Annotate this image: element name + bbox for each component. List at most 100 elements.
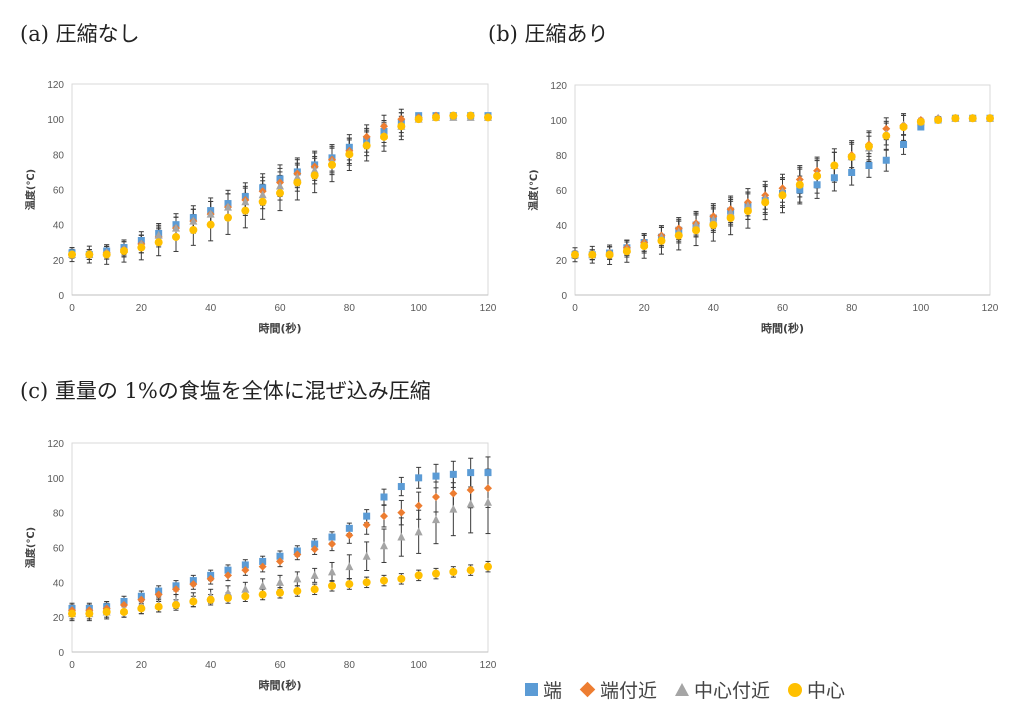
x-tick-label: 20 [639, 303, 651, 314]
point-center [206, 595, 215, 604]
point-near-center [224, 202, 232, 211]
point-center [414, 571, 423, 580]
point-center [102, 607, 111, 616]
point-near-edge [189, 580, 198, 589]
point-center [934, 116, 943, 124]
point-near-center [362, 551, 371, 560]
point-center [622, 247, 631, 256]
point-edge [830, 174, 838, 182]
point-center [137, 604, 146, 613]
point-center [380, 576, 388, 585]
point-center [276, 189, 284, 198]
legend-item-near-center: 中心付近 [675, 676, 770, 703]
point-edge [882, 156, 890, 164]
point-center [830, 161, 839, 170]
point-center [189, 225, 198, 234]
point-edge [397, 483, 405, 491]
point-center [864, 142, 873, 151]
y-tick-label: 0 [58, 648, 64, 659]
point-center [657, 236, 666, 245]
point-center [968, 114, 977, 123]
y-tick-label: 120 [47, 439, 64, 450]
point-near-edge [172, 585, 180, 594]
x-tick-label: 80 [846, 303, 858, 314]
y-tick-label: 20 [53, 256, 65, 267]
legend-item-edge: 端 [525, 676, 562, 703]
point-center [449, 567, 458, 576]
x-tick-label: 80 [344, 303, 356, 314]
point-near-center [293, 574, 302, 583]
point-near-edge [380, 512, 388, 521]
x-axis-label: 時間(秒) [761, 321, 804, 335]
point-center [692, 226, 701, 235]
point-near-edge [241, 566, 250, 575]
point-near-edge [362, 132, 371, 141]
point-near-edge [154, 590, 163, 599]
x-tick-label: 60 [274, 660, 286, 671]
point-near-center [397, 532, 406, 541]
point-center [397, 574, 406, 583]
plot-area-2 [71, 442, 489, 653]
point-center [224, 213, 232, 222]
point-center [432, 113, 440, 122]
x-tick-label: 120 [982, 303, 999, 314]
point-center [397, 122, 406, 131]
point-center [328, 581, 336, 590]
point-edge [484, 469, 492, 477]
point-center [813, 172, 822, 180]
point-edge [241, 561, 249, 569]
point-near-edge [484, 484, 492, 493]
x-tick-label: 40 [205, 660, 217, 671]
x-axis-label: 時間(秒) [258, 321, 301, 335]
y-tick-label: 100 [47, 474, 64, 485]
point-near-edge [276, 557, 284, 566]
y-tick-label: 60 [53, 544, 65, 555]
point-near-edge [258, 562, 267, 571]
point-edge [363, 512, 371, 520]
y-axis-label: 温度(℃) [24, 169, 37, 210]
point-center [761, 198, 770, 207]
point-near-center [241, 197, 250, 206]
point-near-edge [137, 595, 146, 604]
point-center [154, 602, 163, 611]
point-center [189, 597, 198, 606]
point-near-center [743, 201, 752, 210]
point-near-center [172, 223, 180, 232]
y-tick-label: 100 [47, 115, 64, 126]
point-edge [259, 557, 267, 565]
point-near-center [466, 499, 475, 508]
point-center [258, 590, 267, 599]
x-tick-label: 80 [344, 660, 356, 671]
y-tick-label: 80 [53, 150, 65, 161]
point-center [484, 562, 492, 571]
point-center [380, 132, 388, 141]
point-center [85, 609, 94, 618]
point-near-center [189, 216, 198, 225]
point-center [276, 588, 284, 597]
point-edge [467, 469, 475, 477]
y-tick-label: 80 [53, 509, 65, 520]
point-center [362, 578, 371, 587]
x-tick-label: 100 [410, 660, 427, 671]
point-center [258, 197, 267, 206]
x-tick-label: 120 [480, 303, 497, 314]
point-near-center [414, 527, 423, 536]
point-near-edge [414, 501, 423, 510]
y-axis-label: 温度(℃) [24, 527, 37, 568]
point-near-center [293, 172, 302, 181]
point-center [986, 114, 994, 123]
point-near-edge [449, 489, 458, 498]
point-near-edge [362, 520, 371, 529]
point-center [709, 221, 718, 229]
circle-marker-icon [788, 682, 803, 697]
y-tick-label: 0 [58, 291, 64, 302]
point-near-center [310, 165, 319, 174]
point-center [726, 214, 735, 222]
point-edge [900, 141, 908, 148]
point-center [778, 191, 787, 200]
x-tick-label: 100 [912, 303, 929, 314]
point-near-center [449, 504, 458, 513]
point-center [85, 250, 94, 259]
point-near-center [310, 570, 319, 579]
